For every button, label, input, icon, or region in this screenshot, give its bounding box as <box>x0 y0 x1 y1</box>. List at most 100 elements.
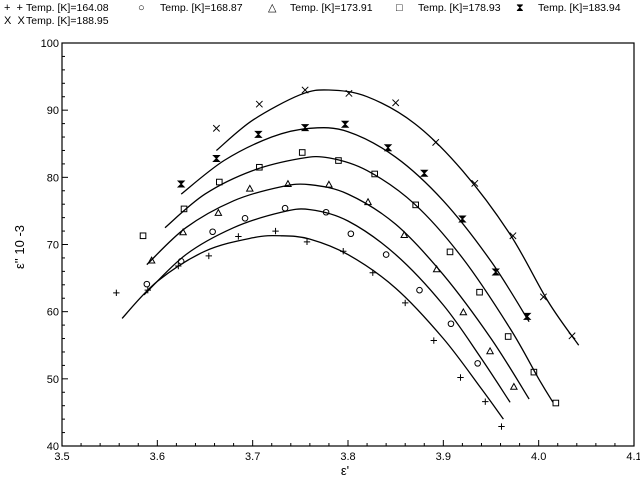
y-tick-label: 70 <box>47 240 59 252</box>
data-point <box>335 157 342 164</box>
square-marker <box>216 178 223 186</box>
legend-marker-plus: + + <box>4 2 23 14</box>
data-point <box>347 230 355 238</box>
plus-marker <box>498 423 505 430</box>
data-point <box>256 163 263 171</box>
data-point <box>212 155 221 163</box>
circle-marker <box>241 215 249 222</box>
legend-item-173: △ Temp. [K]=173.91 <box>268 2 373 14</box>
square-marker <box>412 201 419 209</box>
data-point <box>177 257 185 265</box>
data-points <box>113 86 576 430</box>
data-point <box>212 124 220 132</box>
data-point <box>482 398 489 405</box>
fit-curve-4 <box>180 127 530 323</box>
data-point <box>281 204 289 212</box>
legend-item-168: ○ Temp. [K]=168.87 <box>138 2 243 14</box>
plus-marker <box>144 286 151 294</box>
x-tick-label: 3.7 <box>245 451 260 463</box>
data-point <box>324 180 333 188</box>
circle-marker <box>474 360 481 367</box>
triangle-marker <box>459 307 468 316</box>
data-point <box>369 269 376 276</box>
data-point <box>241 215 249 222</box>
data-point <box>539 293 547 301</box>
legend-label-168: Temp. [K]=168.87 <box>160 2 243 14</box>
series-points-5 <box>212 86 576 340</box>
data-point <box>205 252 213 260</box>
data-point <box>491 268 500 276</box>
circle-marker <box>347 230 355 238</box>
data-point <box>180 205 188 213</box>
circle-marker <box>209 228 216 236</box>
square-marker <box>180 205 188 213</box>
data-point <box>175 262 182 270</box>
square-marker <box>530 368 538 376</box>
legend-item-183: ⧗ Temp. [K]=183.94 <box>516 2 621 14</box>
triangle-marker <box>363 197 373 206</box>
legend-label-188: Temp. [K]=188.95 <box>26 15 109 27</box>
series-points-1 <box>143 204 481 367</box>
data-point <box>504 333 512 340</box>
x-marker <box>432 138 440 146</box>
plus-marker <box>272 227 279 235</box>
fit-curves <box>121 89 580 420</box>
data-point <box>254 130 263 138</box>
square-marker <box>139 232 147 240</box>
data-point <box>568 332 576 340</box>
data-point <box>147 256 156 264</box>
data-point <box>420 169 429 177</box>
data-point <box>322 208 330 216</box>
data-point <box>255 100 263 108</box>
legend-label-183: Temp. [K]=183.94 <box>538 2 621 14</box>
x-marker <box>471 179 479 187</box>
series-points-0 <box>113 227 505 430</box>
data-point <box>283 179 292 187</box>
data-point <box>459 307 468 316</box>
series-points-3 <box>139 149 560 407</box>
hourglass-marker <box>491 268 500 276</box>
data-point <box>113 289 120 297</box>
data-point <box>447 320 455 328</box>
plus-marker <box>482 398 489 405</box>
fit-curve-1 <box>143 208 511 403</box>
data-point <box>476 288 483 296</box>
x-tick-label: 4.0 <box>531 451 546 463</box>
square-marker <box>476 288 483 296</box>
legend-marker-triangle: △ <box>268 2 277 14</box>
fit-curve-2 <box>146 183 530 400</box>
data-point <box>176 180 186 188</box>
plus-marker <box>303 238 311 246</box>
plus-marker <box>369 269 376 276</box>
hourglass-marker <box>523 312 532 320</box>
circle-marker <box>143 280 151 288</box>
data-point <box>432 264 441 273</box>
data-point <box>402 299 409 307</box>
hourglass-marker <box>176 180 186 188</box>
data-point <box>382 251 390 258</box>
triangle-marker <box>283 179 292 187</box>
data-point <box>509 382 518 390</box>
plus-marker <box>113 289 120 297</box>
hourglass-marker <box>300 124 310 132</box>
data-point <box>509 232 517 240</box>
data-point <box>412 201 419 209</box>
triangle-marker <box>486 346 495 355</box>
hourglass-marker <box>458 215 467 223</box>
legend-label-178: Temp. [K]=178.93 <box>418 2 501 14</box>
x-marker <box>539 293 547 301</box>
data-point <box>474 360 481 367</box>
plus-marker <box>235 233 242 240</box>
x-marker <box>345 89 353 97</box>
data-point <box>235 233 242 240</box>
series-points-2 <box>147 179 518 390</box>
data-point <box>143 280 151 288</box>
y-tick-label: 80 <box>47 172 59 184</box>
legend-marker-circle: ○ <box>138 2 145 14</box>
x-tick-label: 3.8 <box>340 451 355 463</box>
triangle-marker <box>245 184 254 192</box>
plus-marker <box>457 374 464 381</box>
circle-marker <box>281 204 289 212</box>
series-points-4 <box>176 120 532 320</box>
